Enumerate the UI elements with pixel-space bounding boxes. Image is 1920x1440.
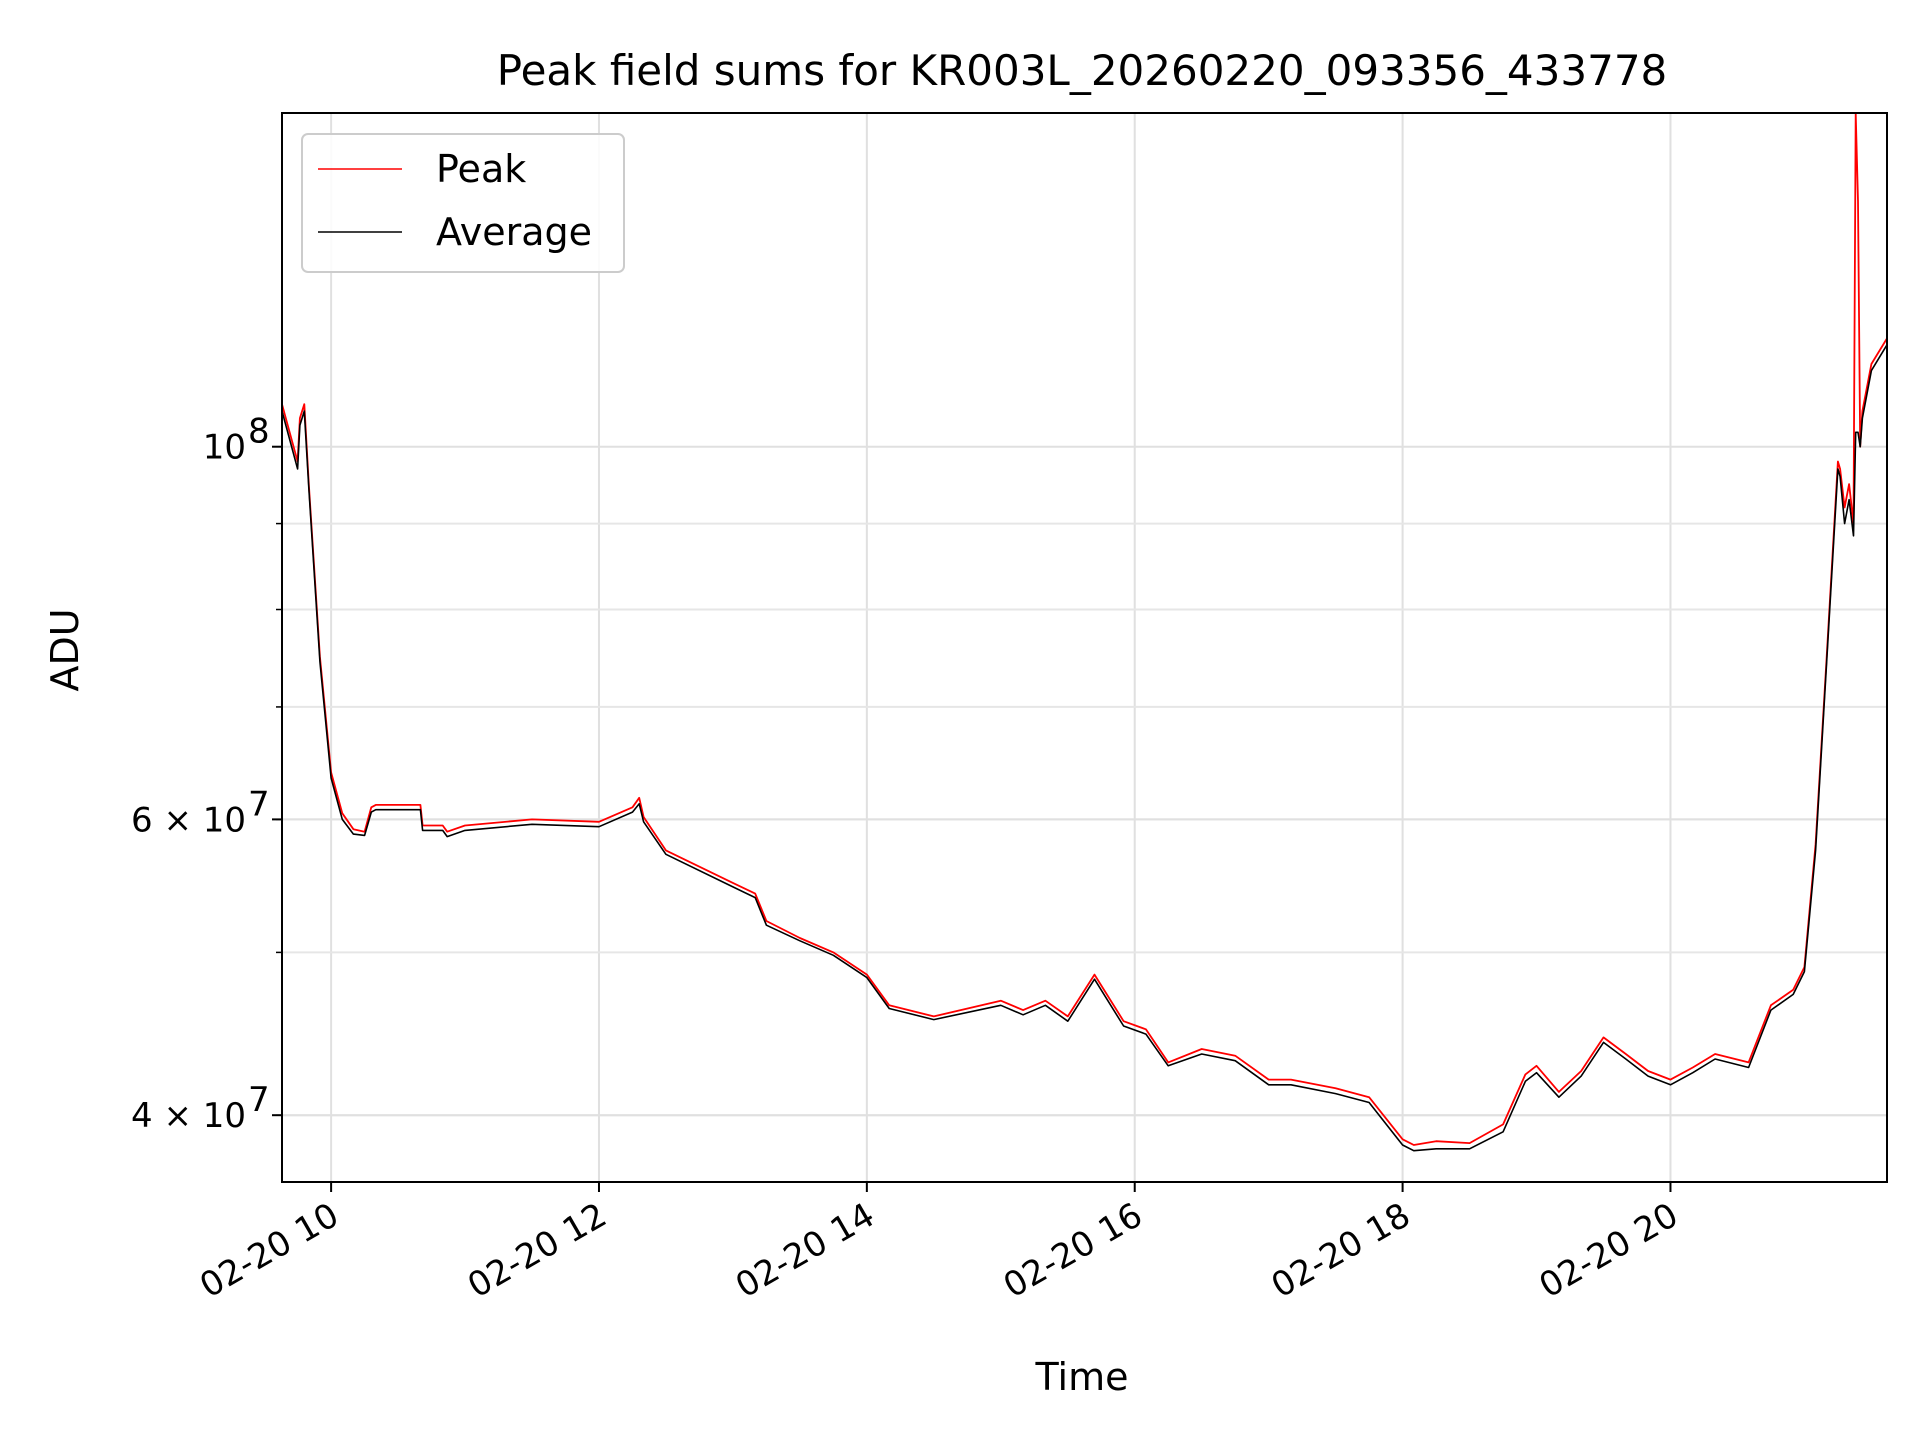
legend-label-average: Average [436, 210, 592, 254]
series-layer [282, 113, 1887, 1152]
y-tick-exponent: 7 [248, 1080, 270, 1120]
legend-label-peak: Peak [436, 147, 526, 191]
x-axis-label: Time [1035, 1355, 1129, 1399]
y-tick-exponent: 8 [248, 412, 270, 452]
legend: Peak Average [301, 133, 625, 273]
y-tick-base: 4 × 10 [131, 1096, 246, 1136]
y-tick-base: 6 × 10 [131, 800, 246, 840]
y-tick-exponent: 7 [248, 784, 270, 824]
y-tick-label: 6 × 10 [131, 800, 246, 840]
plot-frame [281, 112, 1888, 1183]
series-line-average [282, 344, 1887, 1152]
y-axis-label: ADU [43, 608, 87, 691]
y-tick-label: 10 [203, 428, 246, 468]
y-tick-label: 4 × 10 [131, 1096, 246, 1136]
chart-title: Peak field sums for KR003L_20260220_0933… [497, 46, 1668, 95]
y-tick-base: 10 [203, 428, 246, 468]
